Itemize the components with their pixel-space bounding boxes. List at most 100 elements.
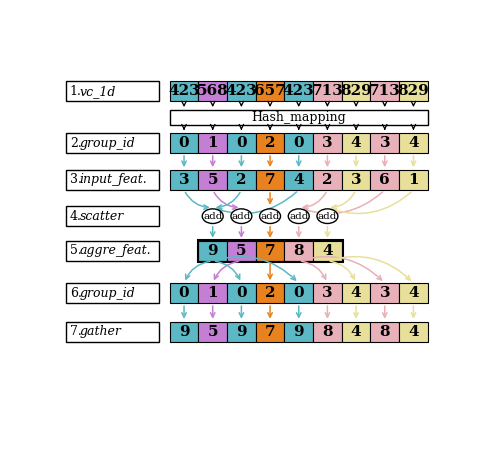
Bar: [198, 283, 226, 303]
Text: 7: 7: [264, 173, 275, 187]
Text: input_feat.: input_feat.: [80, 173, 147, 187]
Bar: [198, 322, 226, 342]
Text: 9: 9: [293, 325, 304, 339]
Ellipse shape: [288, 209, 309, 223]
Text: add: add: [317, 212, 337, 221]
Bar: [169, 170, 198, 190]
Bar: [341, 133, 370, 153]
Text: 829: 829: [397, 84, 428, 99]
Text: vc_1d: vc_1d: [80, 85, 116, 98]
Text: 4: 4: [407, 286, 418, 300]
Bar: [255, 241, 284, 261]
Bar: [370, 81, 398, 101]
Bar: [284, 170, 313, 190]
Bar: [66, 322, 158, 342]
Text: 5: 5: [207, 173, 217, 187]
Bar: [226, 283, 255, 303]
Bar: [370, 133, 398, 153]
Text: 8: 8: [379, 325, 389, 339]
Text: 423: 423: [225, 84, 257, 99]
Bar: [198, 170, 226, 190]
Text: add: add: [260, 212, 279, 221]
Text: 2.: 2.: [70, 137, 81, 149]
Text: 3: 3: [379, 136, 389, 150]
Text: 3.: 3.: [70, 173, 82, 187]
Text: 7.: 7.: [70, 325, 81, 338]
Ellipse shape: [202, 209, 223, 223]
Text: 1: 1: [207, 136, 217, 150]
Text: group_id: group_id: [80, 286, 135, 300]
Bar: [370, 170, 398, 190]
Text: group_id: group_id: [80, 137, 135, 149]
Bar: [255, 170, 284, 190]
Text: add: add: [231, 212, 250, 221]
Text: 1.: 1.: [70, 85, 82, 98]
Bar: [198, 81, 226, 101]
Bar: [284, 322, 313, 342]
Text: 6.: 6.: [70, 286, 82, 300]
Text: 4: 4: [293, 173, 304, 187]
Text: add: add: [202, 212, 222, 221]
Bar: [284, 241, 313, 261]
Text: aggre_feat.: aggre_feat.: [80, 244, 151, 257]
Bar: [313, 322, 341, 342]
Text: 5.: 5.: [70, 244, 81, 257]
Bar: [226, 170, 255, 190]
Ellipse shape: [316, 209, 337, 223]
Text: 1: 1: [407, 173, 418, 187]
Bar: [370, 322, 398, 342]
Bar: [341, 170, 370, 190]
Text: 4: 4: [407, 325, 418, 339]
Text: Hash_mapping: Hash_mapping: [251, 111, 345, 124]
Ellipse shape: [230, 209, 252, 223]
Bar: [313, 81, 341, 101]
Text: 3: 3: [178, 173, 189, 187]
Text: 7: 7: [264, 325, 275, 339]
Text: 6: 6: [379, 173, 389, 187]
Bar: [255, 283, 284, 303]
Bar: [398, 170, 427, 190]
Bar: [169, 110, 427, 125]
Bar: [255, 81, 284, 101]
Text: 0: 0: [178, 136, 189, 150]
Bar: [341, 81, 370, 101]
Text: 3: 3: [322, 286, 332, 300]
Text: 9: 9: [207, 244, 217, 258]
Text: 4: 4: [350, 325, 361, 339]
Bar: [341, 283, 370, 303]
Text: 5: 5: [235, 244, 246, 258]
Text: 0: 0: [293, 136, 304, 150]
Bar: [226, 322, 255, 342]
Bar: [169, 322, 198, 342]
Text: 9: 9: [235, 325, 246, 339]
Text: 9: 9: [178, 325, 189, 339]
Bar: [198, 241, 226, 261]
Text: 713: 713: [368, 84, 400, 99]
Text: 4: 4: [407, 136, 418, 150]
Text: 829: 829: [340, 84, 371, 99]
Text: 4.: 4.: [70, 210, 82, 222]
Bar: [284, 81, 313, 101]
Text: 2: 2: [265, 136, 275, 150]
Text: 4: 4: [322, 244, 332, 258]
Text: 713: 713: [311, 84, 343, 99]
Bar: [66, 133, 158, 153]
Text: 3: 3: [322, 136, 332, 150]
Text: 8: 8: [293, 244, 304, 258]
Text: gather: gather: [80, 325, 121, 338]
Bar: [398, 81, 427, 101]
Text: 4: 4: [350, 136, 361, 150]
Bar: [198, 133, 226, 153]
Text: 568: 568: [196, 84, 228, 99]
Text: 423: 423: [168, 84, 199, 99]
Bar: [169, 81, 198, 101]
Bar: [66, 206, 158, 226]
Bar: [255, 133, 284, 153]
Ellipse shape: [259, 209, 280, 223]
Bar: [284, 133, 313, 153]
Text: 0: 0: [235, 136, 246, 150]
Bar: [398, 133, 427, 153]
Text: 4: 4: [350, 286, 361, 300]
Text: 8: 8: [322, 325, 332, 339]
Bar: [66, 241, 158, 261]
